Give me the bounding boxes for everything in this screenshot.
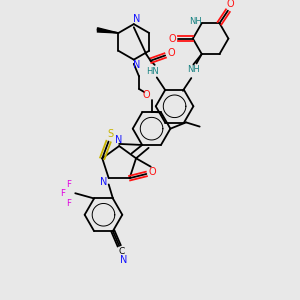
Text: C: C xyxy=(118,248,124,256)
Text: N: N xyxy=(116,135,123,145)
Text: N: N xyxy=(133,60,141,70)
Text: O: O xyxy=(149,167,156,177)
Text: F: F xyxy=(67,180,71,189)
Text: F: F xyxy=(60,189,65,198)
Text: N: N xyxy=(100,177,107,188)
Text: HN: HN xyxy=(146,67,159,76)
Text: NH: NH xyxy=(189,16,202,26)
Text: N: N xyxy=(120,255,127,265)
Text: S: S xyxy=(108,129,114,139)
Text: O: O xyxy=(226,0,234,9)
Text: N: N xyxy=(133,14,141,24)
Text: O: O xyxy=(142,90,150,100)
Text: O: O xyxy=(168,48,175,59)
Text: O: O xyxy=(168,34,176,44)
Text: NH: NH xyxy=(187,65,200,74)
Text: F: F xyxy=(67,199,71,208)
Polygon shape xyxy=(98,28,118,33)
